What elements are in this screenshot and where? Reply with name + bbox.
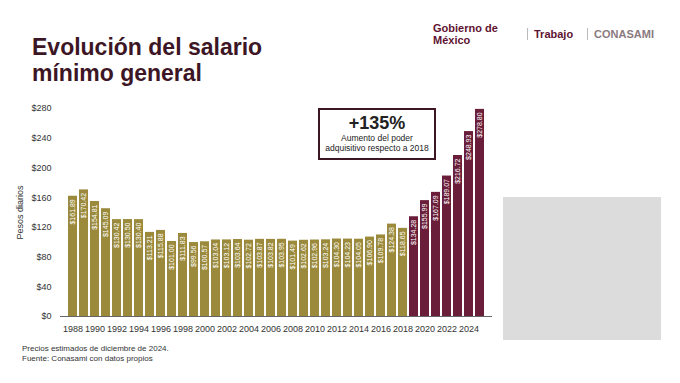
svg-text:$160: $160 <box>31 193 51 203</box>
svg-text:$0: $0 <box>41 311 51 321</box>
svg-text:$103.12: $103.12 <box>223 243 230 268</box>
html-text:Evolución del salario mínimo g: Evolución del salario mínimo general <box>32 34 263 87</box>
html-text:CONASAMI: CONASAMI <box>594 28 654 41</box>
svg-text:$145.09: $145.09 <box>102 212 109 237</box>
html-text:Aumento del poder adquisitivo: Aumento del poder adquisitivo respecto a… <box>325 133 429 153</box>
svg-text:$161.89: $161.89 <box>69 199 76 224</box>
svg-text:2002: 2002 <box>217 324 237 334</box>
svg-text:$130.42: $130.42 <box>113 223 120 248</box>
svg-text:$100.57: $100.57 <box>201 245 208 270</box>
html-text:Trabajo: Trabajo <box>534 28 574 41</box>
svg-text:$111.83: $111.83 <box>179 236 186 260</box>
svg-text:$240: $240 <box>31 133 51 143</box>
svg-text:$120: $120 <box>31 222 51 232</box>
svg-text:Pesos diarios: Pesos diarios <box>15 185 25 240</box>
svg-text:$104.30: $104.30 <box>333 242 340 267</box>
svg-text:2018: 2018 <box>393 324 413 334</box>
svg-text:$115.88: $115.88 <box>157 233 164 258</box>
svg-text:$200: $200 <box>31 163 51 173</box>
svg-text:2010: 2010 <box>305 324 325 334</box>
svg-text:2012: 2012 <box>327 324 347 334</box>
svg-text:$99.56: $99.56 <box>190 245 197 267</box>
svg-text:2016: 2016 <box>371 324 391 334</box>
svg-text:$80: $80 <box>36 252 51 262</box>
svg-text:2014: 2014 <box>349 324 369 334</box>
svg-text:$106.90: $106.90 <box>366 240 373 265</box>
html-text:Gobierno de México: Gobierno de México <box>433 22 498 47</box>
svg-text:1992: 1992 <box>107 324 127 334</box>
svg-text:$40: $40 <box>36 282 51 292</box>
svg-text:$103.24: $103.24 <box>322 243 329 268</box>
svg-text:$101.49: $101.49 <box>289 244 296 269</box>
svg-text:$113.21: $113.21 <box>146 235 153 260</box>
svg-text:$104.23: $104.23 <box>344 242 351 267</box>
svg-text:$278.80: $278.80 <box>476 112 483 137</box>
svg-text:$167.09: $167.09 <box>432 195 439 220</box>
svg-text:$102.62: $102.62 <box>300 243 307 268</box>
svg-text:1996: 1996 <box>151 324 171 334</box>
svg-text:$130.50: $130.50 <box>124 222 131 247</box>
svg-text:$103.64: $103.64 <box>234 242 241 267</box>
svg-text:$130.40: $130.40 <box>135 223 142 248</box>
svg-text:$134.28: $134.28 <box>410 220 417 245</box>
svg-text:$104.05: $104.05 <box>355 242 362 267</box>
html-text:+135%: +135% <box>348 113 406 133</box>
svg-text:$154.81: $154.81 <box>91 204 98 229</box>
svg-text:$103.04: $103.04 <box>212 243 219 268</box>
svg-text:$101.00: $101.00 <box>168 244 175 269</box>
svg-text:$103.87: $103.87 <box>256 242 263 267</box>
svg-text:$280: $280 <box>31 103 51 113</box>
svg-text:$155.99: $155.99 <box>421 204 428 229</box>
svg-text:$216.72: $216.72 <box>454 158 461 183</box>
svg-text:2006: 2006 <box>261 324 281 334</box>
svg-text:$102.72: $102.72 <box>245 243 252 268</box>
svg-text:$189.07: $189.07 <box>443 179 450 204</box>
svg-text:$103.82: $103.82 <box>267 242 274 267</box>
svg-text:$124.38: $124.38 <box>388 227 395 252</box>
svg-text:$248.93: $248.93 <box>465 134 472 159</box>
svg-text:$118.65: $118.65 <box>399 231 406 256</box>
svg-text:$103.95: $103.95 <box>278 242 285 267</box>
svg-text:1994: 1994 <box>129 324 149 334</box>
svg-text:2008: 2008 <box>283 324 303 334</box>
svg-text:1998: 1998 <box>173 324 193 334</box>
svg-text:1990: 1990 <box>85 324 105 334</box>
svg-text:2024: 2024 <box>459 324 479 334</box>
svg-text:$109.78: $109.78 <box>377 238 384 263</box>
html-text:Precios estimados de diciembre: Precios estimados de diciembre de 2024. <box>22 344 169 353</box>
svg-text:2004: 2004 <box>239 324 259 334</box>
svg-text:2000: 2000 <box>195 324 215 334</box>
html-text:Fuente: Conasami con datos pro: Fuente: Conasami con datos propios <box>22 354 153 364</box>
svg-text:1988: 1988 <box>63 324 83 334</box>
svg-text:$102.96: $102.96 <box>311 243 318 268</box>
svg-text:2022: 2022 <box>437 324 457 334</box>
svg-text:$170.42: $170.42 <box>80 193 87 218</box>
svg-text:2020: 2020 <box>415 324 435 334</box>
